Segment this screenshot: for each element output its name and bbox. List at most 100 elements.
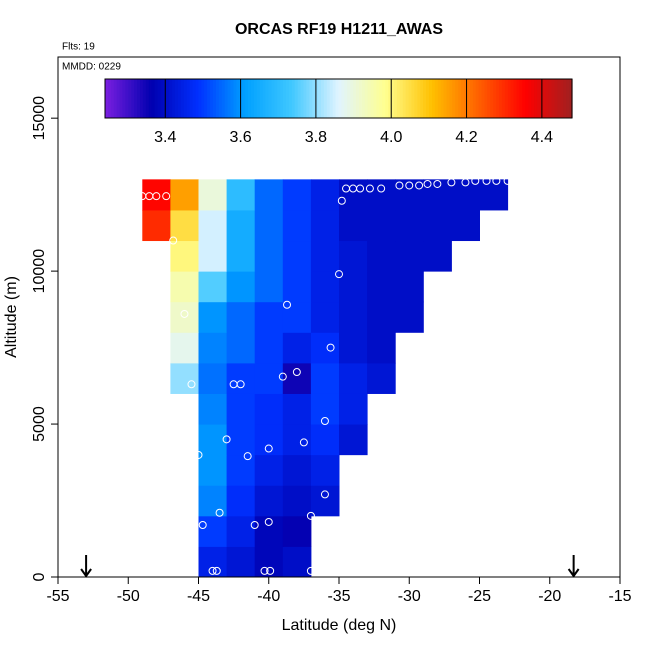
x-tick-label: -35 xyxy=(327,588,350,605)
heat-cell xyxy=(395,240,424,272)
heat-cell xyxy=(339,424,368,456)
heat-cell xyxy=(226,362,256,394)
x-axis-title: Latitude (deg N) xyxy=(282,617,397,634)
sample-point xyxy=(337,196,346,205)
colorbar-swatch xyxy=(557,79,561,118)
heat-cell xyxy=(226,546,256,578)
colorbar-swatch xyxy=(256,79,261,118)
colorbar-swatch xyxy=(411,79,415,118)
colorbar-swatch xyxy=(242,79,246,118)
colorbar-swatch xyxy=(391,79,395,118)
heat-cell xyxy=(339,301,368,333)
x-tick-label: -30 xyxy=(398,588,421,605)
heat-cell xyxy=(170,240,199,272)
sample-point xyxy=(306,566,315,575)
colorbar-swatch xyxy=(399,79,404,118)
arrow xyxy=(567,555,580,578)
colorbar-swatch xyxy=(119,79,124,118)
colorbar-swatch xyxy=(335,79,340,118)
x-tick-label: -40 xyxy=(257,588,280,605)
colorbar-swatch xyxy=(245,79,249,118)
heat-cell xyxy=(198,454,228,486)
colorbar-swatch xyxy=(320,79,325,118)
heat-cell xyxy=(226,271,256,303)
colorbar-swatch xyxy=(207,79,211,118)
heat-cell xyxy=(310,332,340,364)
colorbar-tick-label: 4.4 xyxy=(531,129,553,146)
colorbar-swatch xyxy=(110,79,115,118)
heat-cell xyxy=(254,179,284,211)
heat-cell xyxy=(254,485,284,517)
colorbar-swatch xyxy=(519,79,523,118)
colorbar-swatch xyxy=(344,79,348,118)
heat-cell xyxy=(367,271,396,303)
colorbar-swatch xyxy=(180,79,185,118)
sample-point xyxy=(264,517,273,526)
colorbar-swatch xyxy=(496,79,500,118)
heat-cell xyxy=(479,179,509,211)
colorbar-swatch xyxy=(137,79,141,118)
colorbar-swatch xyxy=(300,79,305,118)
sample-point xyxy=(208,566,217,575)
colorbar-swatch xyxy=(212,79,217,118)
colorbar-swatch xyxy=(186,79,191,118)
colorbar-swatch xyxy=(160,79,164,118)
colorbar-swatch xyxy=(172,79,176,118)
sample-point xyxy=(152,192,161,201)
heat-cell xyxy=(310,271,340,303)
colorbar-swatch xyxy=(329,79,334,118)
y-tick-label: 5000 xyxy=(31,406,48,442)
heat-cell xyxy=(339,271,368,303)
sample-point xyxy=(260,566,269,575)
colorbar-swatch xyxy=(326,79,331,118)
heat-cell xyxy=(310,362,340,394)
heat-cell xyxy=(310,240,340,272)
colorbar-swatch xyxy=(525,79,529,118)
colorbar-swatch xyxy=(431,79,436,118)
colorbar-swatch xyxy=(125,79,129,118)
colorbar-tick-label: 4.2 xyxy=(455,129,477,146)
colorbar-swatch xyxy=(248,79,252,118)
heat-cell xyxy=(226,485,256,517)
colorbar-swatch xyxy=(338,79,343,118)
colorbar-swatch xyxy=(315,79,319,118)
colorbar-swatch xyxy=(268,79,272,118)
colorbar-tick-label: 3.6 xyxy=(229,129,251,146)
colorbar-swatch xyxy=(393,79,398,118)
colorbar-swatch xyxy=(224,79,229,118)
colorbar-swatch xyxy=(218,79,223,118)
colorbar-swatch xyxy=(563,79,567,118)
colorbar-swatch xyxy=(504,79,509,118)
heat-cell xyxy=(198,301,228,333)
heat-cell xyxy=(198,332,228,364)
sample-point xyxy=(415,181,424,190)
heat-cell xyxy=(310,179,340,211)
heat-cell xyxy=(339,362,368,394)
colorbar-swatch xyxy=(175,79,179,118)
colorbar-swatch xyxy=(466,79,471,118)
heat-cell xyxy=(451,209,480,242)
colorbar-swatch xyxy=(353,79,357,118)
colorbar-swatch xyxy=(367,79,372,118)
heat-cell xyxy=(310,301,340,333)
colorbar-swatch xyxy=(303,79,307,118)
colorbar-swatch xyxy=(507,79,512,118)
sample-point xyxy=(212,566,221,575)
sample-point xyxy=(215,508,224,517)
sample-point xyxy=(513,176,522,185)
sample-point xyxy=(423,179,432,188)
colorbar-swatch xyxy=(280,79,284,118)
colorbar-swatch xyxy=(312,79,316,118)
colorbar-swatch xyxy=(105,79,109,118)
colorbar-swatch xyxy=(484,79,488,118)
colorbar-swatch xyxy=(528,79,532,118)
heat-cell xyxy=(254,362,284,394)
heat-cell xyxy=(226,301,256,333)
colorbar-swatch xyxy=(134,79,138,118)
heat-cell xyxy=(254,515,284,547)
sample-point xyxy=(162,192,171,201)
sample-point xyxy=(250,521,259,529)
colorbar-swatch xyxy=(291,79,296,118)
sample-point xyxy=(283,300,292,309)
